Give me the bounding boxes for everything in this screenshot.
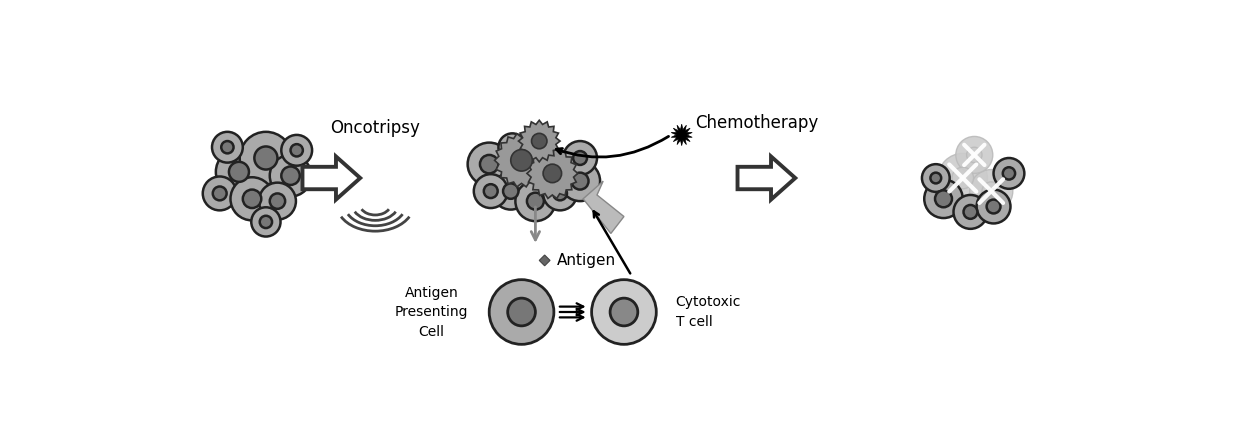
Circle shape [921,164,950,192]
Circle shape [573,151,587,165]
Polygon shape [495,134,548,187]
Circle shape [498,133,526,161]
Circle shape [563,141,596,175]
Text: Antigen
Presenting
Cell: Antigen Presenting Cell [394,285,469,338]
Circle shape [511,150,532,171]
Circle shape [977,190,1011,223]
Circle shape [543,176,577,210]
Polygon shape [303,156,361,200]
Polygon shape [518,120,560,162]
Circle shape [952,167,973,189]
Circle shape [484,184,497,198]
Circle shape [270,155,311,197]
Circle shape [212,132,243,163]
Circle shape [924,179,962,218]
Circle shape [490,280,554,345]
Circle shape [956,136,993,174]
Circle shape [221,141,233,153]
Circle shape [967,147,982,163]
Polygon shape [671,124,692,146]
Circle shape [553,186,567,200]
Circle shape [231,177,274,220]
Circle shape [503,183,518,199]
Circle shape [492,173,529,210]
Circle shape [480,155,498,174]
Circle shape [507,142,517,153]
Circle shape [610,298,637,326]
Circle shape [543,164,562,182]
Circle shape [987,200,1001,214]
Circle shape [203,176,237,210]
Circle shape [213,186,227,200]
Circle shape [507,298,536,326]
Circle shape [930,173,941,183]
Circle shape [281,135,312,166]
Text: Antigen: Antigen [557,253,616,268]
Circle shape [281,166,300,185]
Circle shape [935,190,952,207]
Circle shape [229,162,249,182]
Circle shape [527,193,544,210]
Circle shape [239,132,293,184]
Circle shape [982,182,1001,200]
Circle shape [993,158,1024,189]
Text: Cytotoxic
T cell: Cytotoxic T cell [676,295,742,329]
Circle shape [572,173,589,190]
Circle shape [243,190,262,208]
Circle shape [963,205,977,219]
Circle shape [939,153,987,202]
Polygon shape [738,156,795,200]
Text: Oncotripsy: Oncotripsy [330,119,420,137]
Circle shape [516,181,556,221]
Circle shape [970,170,1013,213]
Circle shape [467,143,511,186]
Text: Chemotherapy: Chemotherapy [694,114,818,132]
Circle shape [254,147,278,170]
Polygon shape [539,255,551,266]
Polygon shape [583,181,624,234]
Circle shape [474,174,507,208]
Circle shape [216,149,262,195]
Circle shape [259,182,296,220]
Circle shape [270,194,285,209]
Polygon shape [527,148,578,198]
Circle shape [560,161,600,201]
Circle shape [954,195,987,229]
Circle shape [532,133,547,149]
Circle shape [259,216,272,228]
Circle shape [1003,167,1016,179]
Circle shape [290,144,303,156]
Circle shape [252,207,280,237]
Circle shape [591,280,656,345]
